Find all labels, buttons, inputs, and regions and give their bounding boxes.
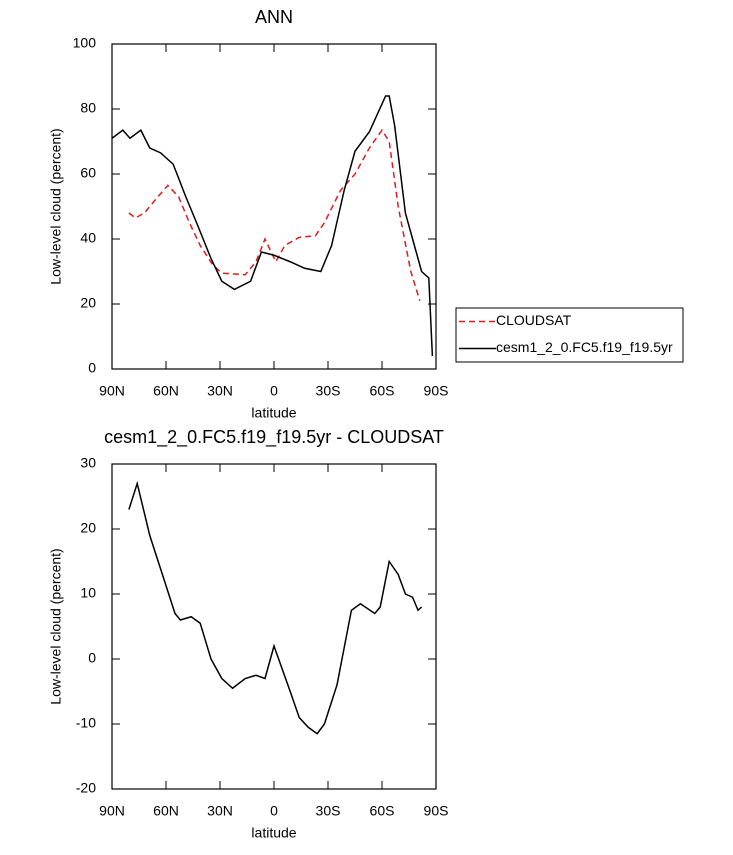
series-line	[128, 128, 421, 301]
chart-title: cesm1_2_0.FC5.f19_f19.5yr - CLOUDSAT	[104, 427, 444, 448]
x-axis-label: latitude	[251, 825, 296, 841]
x-tick-label: 90N	[99, 803, 125, 819]
x-tick-label: 90N	[99, 383, 125, 399]
y-axis-label: Low-level cloud (percent)	[48, 548, 64, 704]
series-line	[111, 95, 434, 357]
y-tick-label: 80	[80, 100, 96, 116]
x-tick-label: 60N	[153, 383, 179, 399]
legend-box	[455, 307, 684, 363]
x-axis-label: latitude	[251, 405, 296, 421]
x-tick-label: 30N	[207, 803, 233, 819]
x-tick-label: 30N	[207, 383, 233, 399]
y-tick-label: 40	[80, 230, 96, 246]
x-tick-label: 0	[270, 383, 278, 399]
y-tick-label: 20	[80, 295, 96, 311]
y-tick-label: 20	[80, 520, 96, 536]
y-axis-label: Low-level cloud (percent)	[48, 128, 64, 284]
x-tick-label: 30S	[316, 803, 341, 819]
legend-label: CLOUDSAT	[496, 312, 572, 328]
x-tick-label: 90S	[424, 383, 449, 399]
y-tick-label: 100	[73, 35, 97, 51]
legend-label: cesm1_2_0.FC5.f19_f19.5yr	[496, 339, 673, 355]
x-tick-label: 0	[270, 803, 278, 819]
plot-frame	[111, 463, 437, 790]
y-tick-label: 0	[88, 650, 96, 666]
y-tick-label: 0	[88, 360, 96, 376]
y-tick-label: -10	[76, 715, 96, 731]
y-tick-label: 10	[80, 585, 96, 601]
x-tick-label: 90S	[424, 803, 449, 819]
plot-frame	[111, 43, 437, 370]
y-tick-label: -20	[76, 780, 96, 796]
chart-title: ANN	[255, 7, 293, 27]
y-tick-label: 30	[80, 455, 96, 471]
y-tick-label: 60	[80, 165, 96, 181]
x-tick-label: 60S	[370, 803, 395, 819]
x-tick-label: 30S	[316, 383, 341, 399]
x-tick-label: 60N	[153, 803, 179, 819]
series-line	[128, 480, 423, 735]
x-tick-label: 60S	[370, 383, 395, 399]
